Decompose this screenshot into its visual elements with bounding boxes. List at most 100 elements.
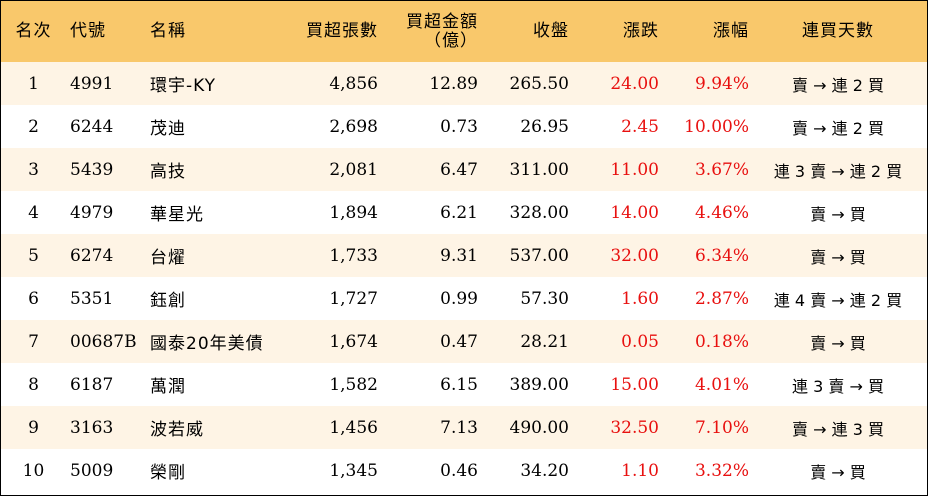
cell-name: 國泰20年美債 [150, 334, 264, 354]
cell-pct: 7.10% [694, 417, 749, 438]
header-amount-line1: 買超金額 [406, 11, 478, 32]
cell-rank: 3 [28, 159, 39, 180]
cell-change: 15.00 [610, 374, 659, 395]
cell-code: 6187 [70, 374, 114, 395]
cell-name: 高技 [150, 162, 186, 182]
cell-pct: 10.00% [684, 116, 749, 137]
cell-streak: 賣 → 買 [810, 462, 866, 482]
cell-name: 鈺創 [150, 291, 186, 311]
cell-name: 波若威 [150, 420, 204, 440]
cell-close: 57.30 [520, 288, 569, 309]
cell-streak: 連 3 賣 → 連 2 買 [773, 161, 903, 181]
cell-rank: 8 [28, 374, 39, 395]
table-row: 8 6187 萬潤 1,582 6.15 389.00 15.00 4.01% 連 3 賣 → … [1, 363, 927, 406]
cell-pct: 9.94% [694, 73, 749, 94]
cell-name: 萬潤 [150, 377, 186, 397]
cell-amount: 6.15 [440, 374, 478, 395]
header-change: 漲跌 [623, 21, 659, 41]
cell-change: 14.00 [610, 202, 659, 223]
table-row: 2 6244 茂迪 2,698 0.73 26.95 2.45 10.00% 賣 → 連 2 買 [1, 105, 927, 148]
cell-shares: 1,345 [329, 460, 378, 481]
cell-pct: 3.67% [694, 159, 749, 180]
cell-change: 32.00 [610, 245, 659, 266]
cell-close: 26.95 [520, 116, 569, 137]
cell-rank: 10 [22, 460, 45, 481]
table-row: 5 6274 台燿 1,733 9.31 537.00 32.00 6.34% 賣 → 買 [1, 234, 927, 277]
cell-streak: 賣 → 買 [810, 204, 866, 224]
cell-rank: 1 [28, 73, 39, 94]
header-close: 收盤 [533, 21, 569, 41]
table-row: 1 4991 環宇-KY 4,856 12.89 265.50 24.00 9.94% 賣 → … [1, 62, 927, 105]
header-amount-line2: （億） [424, 30, 478, 51]
cell-code: 4991 [70, 73, 114, 94]
cell-close: 490.00 [509, 417, 569, 438]
cell-shares: 1,733 [329, 245, 378, 266]
cell-shares: 1,727 [329, 288, 378, 309]
cell-close: 537.00 [509, 245, 569, 266]
cell-rank: 5 [28, 245, 39, 266]
cell-shares: 2,698 [329, 116, 378, 137]
cell-streak: 賣 → 連 3 買 [792, 419, 884, 439]
cell-change: 2.45 [621, 116, 659, 137]
cell-shares: 1,582 [329, 374, 378, 395]
cell-amount: 6.47 [440, 159, 478, 180]
cell-code: 4979 [70, 202, 114, 223]
table-row: 7 00687B 國泰20年美債 1,674 0.47 28.21 0.05 0.18% 賣 →… [1, 320, 927, 363]
cell-close: 265.50 [509, 73, 569, 94]
cell-shares: 1,456 [329, 417, 378, 438]
table-row: 3 5439 高技 2,081 6.47 311.00 11.00 3.67% 連 3 賣 → … [1, 148, 927, 191]
cell-streak: 賣 → 連 2 買 [792, 118, 884, 138]
cell-change: 0.05 [621, 331, 659, 352]
cell-name: 榮剛 [150, 463, 186, 483]
cell-name: 台燿 [150, 248, 186, 268]
cell-code: 6244 [70, 116, 114, 137]
table-row: 4 4979 華星光 1,894 6.21 328.00 14.00 4.46% 賣 → 買 [1, 191, 927, 234]
header-name: 名稱 [150, 21, 186, 41]
table-row: 10 5009 榮剛 1,345 0.46 34.20 1.10 3.32% 賣 → 買 [1, 449, 927, 492]
header-code: 代號 [70, 21, 106, 41]
header-streak: 連買天數 [802, 21, 874, 41]
cell-rank: 2 [28, 116, 39, 137]
cell-amount: 0.73 [440, 116, 478, 137]
cell-change: 1.10 [621, 460, 659, 481]
cell-amount: 0.47 [440, 331, 478, 352]
cell-pct: 4.46% [694, 202, 749, 223]
cell-name: 茂迪 [150, 119, 186, 139]
cell-change: 32.50 [610, 417, 659, 438]
table-body: 1 4991 環宇-KY 4,856 12.89 265.50 24.00 9.94% 賣 → … [1, 62, 927, 492]
cell-streak: 賣 → 買 [810, 333, 866, 353]
cell-code: 5351 [70, 288, 114, 309]
cell-pct: 0.18% [694, 331, 749, 352]
cell-shares: 2,081 [329, 159, 378, 180]
cell-pct: 2.87% [694, 288, 749, 309]
cell-amount: 9.31 [440, 245, 478, 266]
table-header-row: 名次 代號 名稱 買超張數 買超金額 （億） 收盤 漲跌 漲幅 連買天數 [1, 1, 927, 62]
cell-code: 6274 [70, 245, 114, 266]
header-rank: 名次 [15, 21, 52, 41]
header-pct: 漲幅 [713, 21, 749, 41]
table-row: 6 5351 鈺創 1,727 0.99 57.30 1.60 2.87% 連 4 賣 → 連 … [1, 277, 927, 320]
cell-shares: 4,856 [329, 73, 378, 94]
table-row: 9 3163 波若威 1,456 7.13 490.00 32.50 7.10% 賣 → 連 3… [1, 406, 927, 449]
cell-change: 1.60 [621, 288, 659, 309]
cell-streak: 連 4 賣 → 連 2 買 [773, 290, 903, 310]
cell-code: 3163 [70, 417, 114, 438]
cell-streak: 賣 → 買 [810, 247, 866, 267]
cell-change: 11.00 [610, 159, 659, 180]
cell-close: 311.00 [509, 159, 569, 180]
cell-shares: 1,894 [329, 202, 378, 223]
cell-change: 24.00 [610, 73, 659, 94]
cell-amount: 7.13 [440, 417, 478, 438]
cell-amount: 6.21 [440, 202, 478, 223]
cell-pct: 3.32% [694, 460, 749, 481]
cell-pct: 4.01% [694, 374, 749, 395]
cell-code: 5009 [70, 460, 114, 481]
cell-streak: 賣 → 連 2 買 [792, 75, 884, 95]
cell-amount: 12.89 [429, 73, 478, 94]
cell-name: 環宇-KY [150, 76, 217, 96]
cell-pct: 6.34% [694, 245, 749, 266]
cell-rank: 4 [28, 202, 39, 223]
cell-rank: 9 [28, 417, 39, 438]
cell-rank: 7 [28, 331, 39, 352]
